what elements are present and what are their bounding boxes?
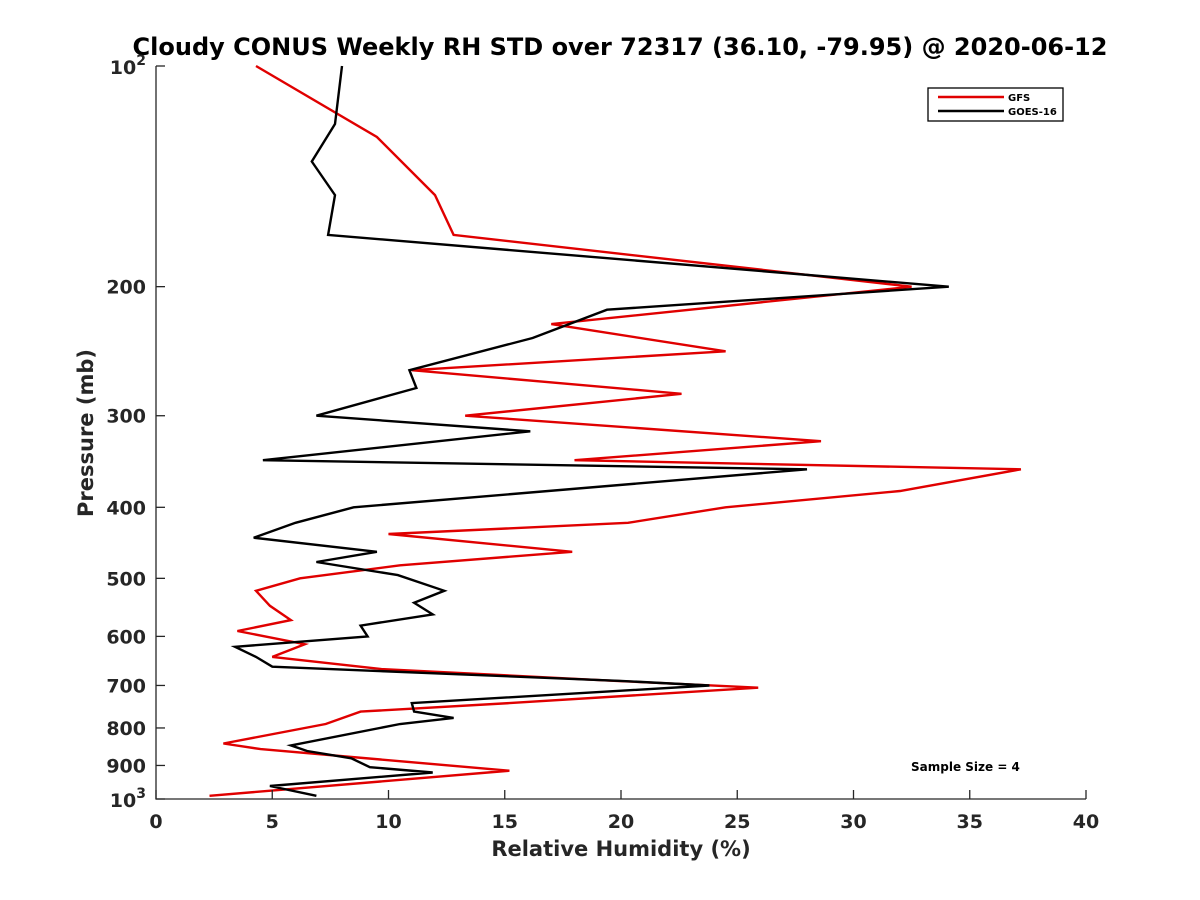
legend-goes16-label: GOES-16	[1008, 107, 1057, 118]
x-axis-label: Relative Humidity (%)	[491, 837, 750, 861]
y-tick-label-exponent: 3	[136, 786, 146, 802]
y-tick-label-base: 10	[110, 57, 136, 79]
chart-title: Cloudy CONUS Weekly RH STD over 72317 (3…	[133, 33, 1108, 61]
y-tick-label: 103	[110, 786, 146, 812]
y-tick-label: 900	[106, 755, 146, 777]
y-tick-label: 700	[106, 675, 146, 697]
x-tick-label: 10	[375, 811, 401, 833]
x-tick-label: 5	[266, 811, 279, 833]
y-tick-label: 102	[110, 53, 146, 79]
series-layer	[209, 64, 1022, 797]
legend-box	[927, 87, 1064, 122]
series-line-goes-16	[230, 65, 949, 797]
y-tick-label: 400	[106, 497, 146, 519]
sample-size-annotation: Sample Size = 4	[911, 760, 1020, 774]
y-axis-label: Pressure (mb)	[74, 349, 98, 517]
y-tick-label: 800	[106, 718, 146, 740]
x-tick-label: 25	[724, 811, 750, 833]
y-tick-label: 200	[106, 277, 146, 299]
x-tick-label: 20	[608, 811, 634, 833]
y-tick-label: 600	[106, 626, 146, 648]
y-tick-label: 300	[106, 406, 146, 428]
y-tick-label-exponent: 2	[136, 53, 146, 69]
x-tick-label: 40	[1073, 811, 1099, 833]
x-tick-label: 0	[149, 811, 162, 833]
y-tick-label-base: 10	[110, 790, 136, 812]
legend-gfs-label: GFS	[1008, 93, 1030, 104]
legend: GFS GOES-16	[927, 87, 1064, 122]
x-tick-label: 15	[492, 811, 518, 833]
series-line-gfs	[209, 64, 1022, 797]
y-tick-label: 500	[106, 568, 146, 590]
x-tick-label: 30	[840, 811, 866, 833]
x-axis-ticks: 0 5 10 15 20 25 30 35 40	[149, 790, 1099, 833]
x-tick-label: 35	[957, 811, 983, 833]
